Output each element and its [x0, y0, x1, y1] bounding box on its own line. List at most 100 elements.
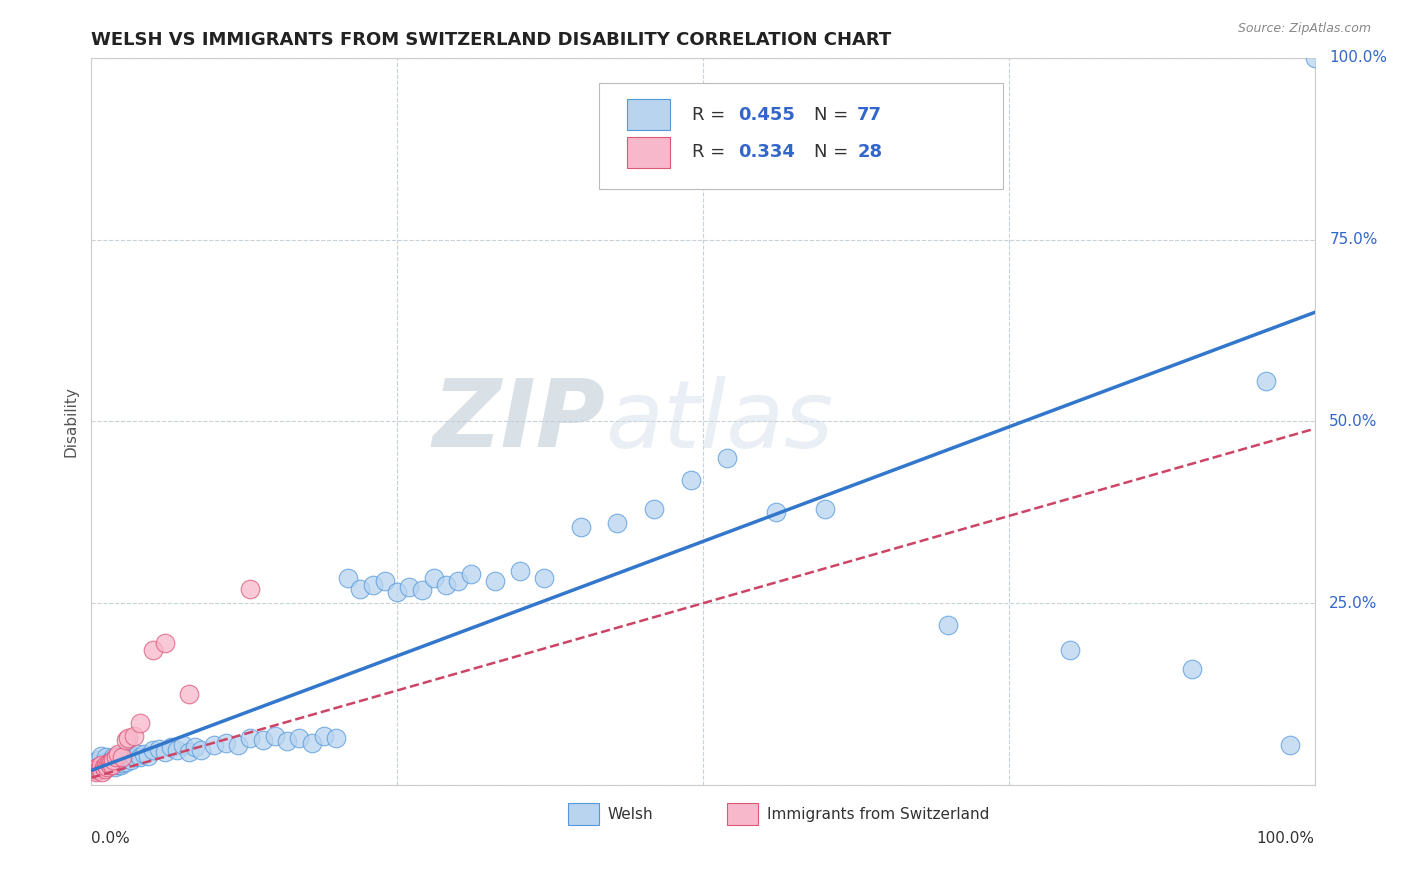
Text: WELSH VS IMMIGRANTS FROM SWITZERLAND DISABILITY CORRELATION CHART: WELSH VS IMMIGRANTS FROM SWITZERLAND DIS…: [91, 31, 891, 49]
Text: 28: 28: [858, 144, 882, 161]
Point: [122, 748, 145, 763]
Point: [215, 736, 238, 750]
Point: [104, 750, 127, 764]
FancyBboxPatch shape: [568, 803, 599, 825]
Point: [385, 585, 409, 599]
Point: [105, 757, 128, 772]
Point: [148, 741, 170, 756]
Text: 50.0%: 50.0%: [1329, 414, 1378, 429]
Point: [569, 520, 592, 534]
Point: [1254, 375, 1277, 389]
Point: [94, 757, 117, 772]
Point: [89, 762, 111, 776]
Text: 100.0%: 100.0%: [1257, 831, 1315, 847]
Y-axis label: Disability: Disability: [63, 386, 79, 457]
Point: [90, 748, 112, 763]
Point: [814, 501, 837, 516]
Point: [141, 643, 163, 657]
Text: Welsh: Welsh: [607, 806, 654, 822]
Point: [93, 760, 115, 774]
Point: [124, 750, 146, 764]
Point: [107, 748, 129, 763]
Point: [136, 748, 159, 763]
Text: 0.334: 0.334: [738, 144, 796, 161]
Point: [509, 564, 531, 578]
Point: [107, 747, 129, 762]
Point: [100, 752, 122, 766]
Point: [606, 516, 628, 531]
Point: [374, 574, 396, 589]
Point: [108, 755, 131, 769]
Point: [153, 745, 176, 759]
Point: [83, 764, 105, 778]
Point: [129, 716, 152, 731]
Point: [94, 762, 117, 776]
Point: [129, 750, 152, 764]
Point: [101, 757, 124, 772]
FancyBboxPatch shape: [599, 84, 1002, 189]
Point: [114, 732, 136, 747]
Point: [202, 738, 225, 752]
Point: [1303, 51, 1326, 65]
Point: [101, 756, 124, 771]
Point: [98, 757, 121, 772]
Point: [91, 764, 114, 779]
Point: [132, 747, 155, 762]
Point: [301, 736, 323, 750]
Point: [239, 582, 262, 596]
Text: Immigrants from Switzerland: Immigrants from Switzerland: [766, 806, 988, 822]
Point: [127, 747, 149, 762]
Text: N =: N =: [814, 144, 855, 161]
Text: 77: 77: [858, 105, 882, 124]
Point: [172, 738, 194, 752]
Point: [1279, 738, 1302, 752]
Text: R =: R =: [692, 144, 731, 161]
Point: [190, 743, 212, 757]
Point: [1181, 662, 1204, 676]
Point: [103, 752, 125, 766]
Point: [166, 743, 188, 757]
Point: [411, 583, 433, 598]
Point: [349, 582, 371, 596]
Text: atlas: atlas: [605, 376, 834, 467]
Point: [112, 750, 135, 764]
Point: [239, 731, 262, 745]
Point: [447, 574, 470, 589]
Point: [765, 505, 787, 519]
Point: [84, 764, 107, 779]
Point: [86, 752, 108, 766]
Point: [679, 473, 702, 487]
Point: [312, 729, 335, 743]
Point: [94, 750, 117, 764]
Point: [484, 574, 506, 589]
Point: [97, 756, 120, 771]
Point: [100, 755, 122, 769]
Point: [103, 750, 125, 764]
Point: [110, 757, 132, 772]
Point: [361, 578, 384, 592]
Text: 0.455: 0.455: [738, 105, 796, 124]
Point: [179, 745, 201, 759]
Point: [104, 760, 127, 774]
Point: [141, 743, 163, 757]
Point: [643, 501, 665, 516]
FancyBboxPatch shape: [727, 803, 758, 825]
Point: [288, 731, 311, 745]
Text: ZIP: ZIP: [432, 376, 605, 467]
Point: [84, 762, 107, 776]
Text: 100.0%: 100.0%: [1329, 51, 1388, 65]
Point: [264, 729, 287, 743]
Point: [96, 760, 118, 774]
Text: Source: ZipAtlas.com: Source: ZipAtlas.com: [1237, 22, 1371, 36]
Point: [97, 756, 120, 771]
FancyBboxPatch shape: [627, 99, 671, 130]
Point: [94, 755, 117, 769]
Text: 0.0%: 0.0%: [91, 831, 131, 847]
Point: [153, 636, 176, 650]
Point: [90, 757, 112, 772]
Point: [434, 578, 457, 592]
Point: [96, 760, 118, 774]
Point: [111, 756, 134, 771]
Point: [533, 571, 555, 585]
Point: [325, 731, 347, 745]
